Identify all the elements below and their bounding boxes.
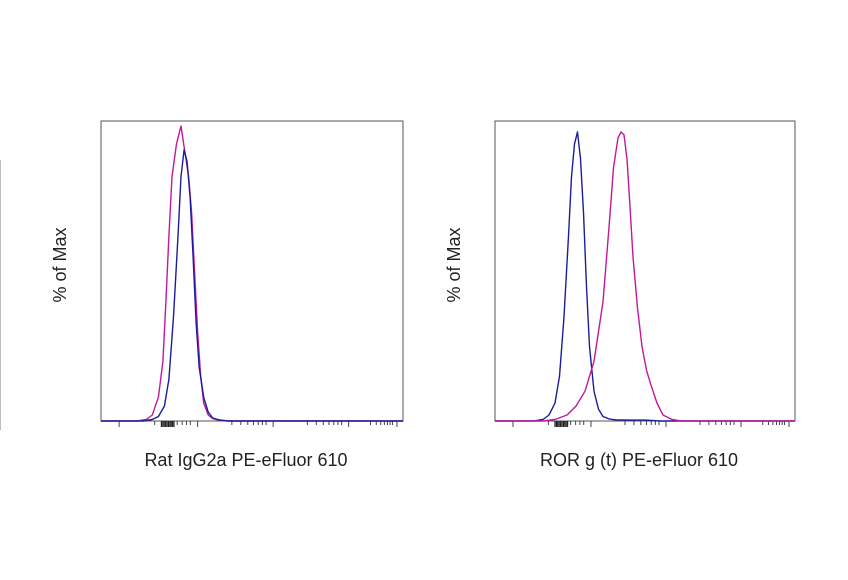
plot-frame	[494, 120, 796, 422]
plot-frame	[100, 120, 404, 422]
y-axis-label: % of Max	[50, 227, 70, 302]
series-line-0	[495, 131, 795, 422]
series-line-1	[101, 149, 403, 422]
x-axis-label: ROR g (t) PE-eFluor 610	[540, 450, 738, 470]
x-axis-ticks	[118, 421, 398, 427]
x-axis-label: Rat IgG2a PE-eFluor 610	[144, 450, 347, 470]
x-axis-ticks	[512, 421, 790, 427]
left-edge-line	[0, 160, 1, 430]
series-line-0	[101, 125, 403, 422]
histogram-panel-left: Rat IgG2a PE-eFluor 610 % of Max	[50, 120, 404, 470]
histogram-panel-right: ROR g (t) PE-eFluor 610 % of Max	[444, 120, 796, 470]
y-axis-label: % of Max	[444, 227, 464, 302]
series-line-1	[495, 131, 795, 422]
